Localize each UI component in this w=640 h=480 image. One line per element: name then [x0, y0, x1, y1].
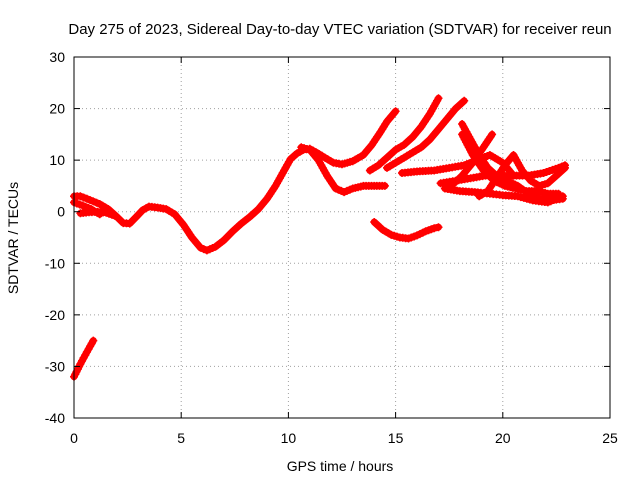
data-point	[380, 181, 389, 190]
y-tick-label: -40	[45, 410, 65, 426]
series-arc-rise-c	[447, 130, 497, 190]
y-tick-label: 20	[49, 101, 65, 117]
y-tick-label: 10	[49, 152, 65, 168]
x-tick-label: 5	[177, 430, 185, 446]
series-arc-negative-start	[70, 336, 98, 381]
series-arc-lower-start	[76, 207, 119, 220]
data-point	[434, 223, 443, 232]
x-tick-label: 15	[388, 430, 404, 446]
data-point	[434, 94, 443, 103]
series-arc-dip	[297, 143, 389, 197]
y-tick-label: -10	[45, 255, 65, 271]
chart-title: Day 275 of 2023, Sidereal Day-to-day VTE…	[68, 21, 611, 38]
plot-frame	[73, 56, 611, 419]
axis-ticks: 0 5 10 15 20 25 -40 -30 -20 -10 0 10 20 30	[45, 49, 618, 446]
data-point	[430, 224, 439, 233]
y-tick-label: 30	[49, 49, 65, 65]
data-point	[89, 336, 98, 345]
series-arc-isolated	[370, 218, 443, 243]
series-arc-main	[70, 107, 400, 255]
data-point	[391, 107, 400, 116]
x-tick-label: 20	[495, 430, 511, 446]
x-tick-label: 0	[70, 430, 78, 446]
data-point	[110, 211, 119, 220]
series-layer	[70, 94, 569, 381]
x-tick-label: 25	[602, 430, 618, 446]
data-point	[488, 130, 497, 139]
series-arc-rise-a	[365, 94, 443, 175]
series-arc-wave	[475, 151, 569, 201]
y-axis-label: SDTVAR / TECUs	[5, 182, 21, 294]
x-axis-label: GPS time / hours	[287, 458, 394, 474]
y-tick-label: -20	[45, 307, 65, 323]
data-point	[558, 194, 567, 203]
series-arc-rise-b	[383, 96, 469, 172]
series-arc-steep	[458, 120, 567, 205]
x-tick-label: 10	[281, 430, 297, 446]
grid	[74, 57, 610, 418]
y-tick-label: -30	[45, 358, 65, 374]
y-tick-label: 0	[57, 204, 65, 220]
data-point	[460, 96, 469, 105]
data-point	[561, 163, 569, 172]
